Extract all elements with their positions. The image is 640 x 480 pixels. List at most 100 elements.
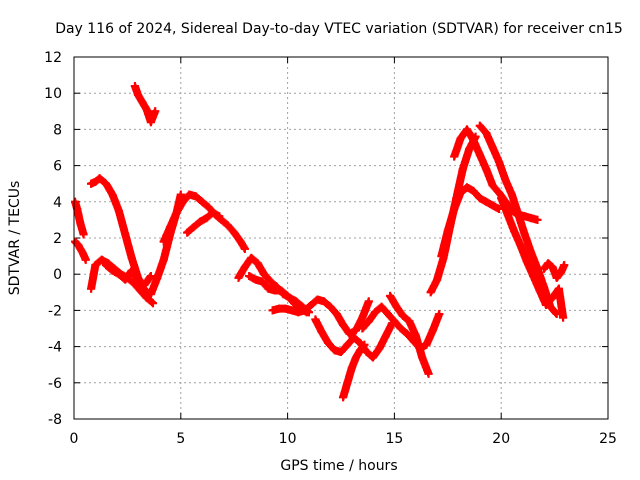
data-point <box>503 210 512 219</box>
data-point <box>507 190 516 199</box>
data-point <box>159 237 168 246</box>
data-point <box>450 205 459 214</box>
data-point <box>516 241 525 250</box>
series-arc-k <box>268 295 373 338</box>
data-point <box>332 310 341 319</box>
data-point <box>176 190 185 199</box>
data-point <box>153 273 162 282</box>
data-point <box>495 157 504 166</box>
data-point <box>554 284 563 293</box>
data-point <box>510 226 519 235</box>
data-point <box>230 228 239 237</box>
data-point <box>189 223 198 232</box>
data-point <box>127 266 136 275</box>
y-tick-label: 0 <box>53 267 62 283</box>
data-point <box>347 364 356 373</box>
data-point <box>140 281 149 290</box>
data-point <box>497 194 506 203</box>
data-point <box>375 344 384 353</box>
data-point <box>91 177 100 186</box>
data-point <box>358 313 367 322</box>
series-arc-e <box>102 261 155 290</box>
data-point <box>121 275 130 284</box>
data-point <box>469 186 478 195</box>
data-point <box>202 214 211 223</box>
data-point <box>324 338 333 347</box>
data-point <box>281 304 290 313</box>
data-point <box>300 306 309 315</box>
y-tick-label: -6 <box>48 376 62 392</box>
data-point <box>215 212 224 221</box>
data-point <box>475 194 484 203</box>
data-point <box>339 320 348 329</box>
data-point <box>146 272 155 281</box>
data-point <box>142 105 151 114</box>
data-point <box>364 297 373 306</box>
data-point <box>405 317 414 326</box>
data-point <box>149 299 158 308</box>
chart-title: Day 116 of 2024, Sidereal Day-to-day VTE… <box>55 21 623 37</box>
data-point <box>463 125 472 134</box>
data-point <box>369 353 378 362</box>
series-arc-o <box>386 291 433 378</box>
data-point <box>349 333 358 342</box>
data-point <box>424 369 433 378</box>
data-point <box>411 331 420 340</box>
data-point <box>81 255 90 264</box>
data-point <box>191 192 200 201</box>
data-point <box>351 353 360 362</box>
data-point <box>337 348 345 357</box>
data-point <box>240 244 249 253</box>
data-point <box>102 179 111 188</box>
data-point <box>343 378 352 387</box>
series-markers <box>475 121 561 318</box>
data-point <box>76 219 85 228</box>
data-point <box>268 306 277 315</box>
data-point <box>283 291 292 300</box>
data-point <box>522 257 531 266</box>
data-point <box>73 205 82 214</box>
data-point <box>129 279 138 288</box>
data-point <box>548 293 557 302</box>
data-point <box>358 324 367 333</box>
y-tick-label: -4 <box>48 340 62 356</box>
data-point <box>475 121 484 130</box>
data-point <box>544 259 553 268</box>
data-point <box>102 261 111 270</box>
data-point <box>529 272 538 281</box>
series-arc-f <box>130 81 160 127</box>
data-point <box>398 311 407 320</box>
data-point <box>183 228 192 237</box>
data-point <box>108 266 117 275</box>
data-point <box>403 329 412 338</box>
data-point <box>435 310 444 319</box>
y-tick-label: 4 <box>53 195 62 211</box>
data-point <box>172 208 181 217</box>
data-point <box>482 197 491 206</box>
data-point <box>138 98 147 107</box>
data-point <box>236 237 245 246</box>
data-point <box>482 165 491 174</box>
data-point <box>469 136 478 145</box>
data-point <box>319 297 328 306</box>
data-point <box>114 270 123 279</box>
data-point <box>542 300 551 309</box>
x-tick-label: 10 <box>279 431 297 447</box>
data-point <box>560 261 569 270</box>
data-point <box>146 118 155 127</box>
data-point <box>313 295 322 304</box>
series-arc-g <box>159 190 249 253</box>
y-tick-label: 12 <box>44 50 62 66</box>
data-point <box>223 221 232 230</box>
data-point <box>251 275 260 284</box>
data-point <box>146 290 155 299</box>
data-point <box>548 262 557 271</box>
data-point <box>79 230 88 239</box>
x-tick-label: 20 <box>492 431 510 447</box>
data-point <box>392 302 401 311</box>
data-point <box>390 317 399 326</box>
data-point <box>426 288 435 297</box>
data-point <box>360 340 369 349</box>
data-point <box>317 328 326 337</box>
data-points <box>71 81 569 402</box>
